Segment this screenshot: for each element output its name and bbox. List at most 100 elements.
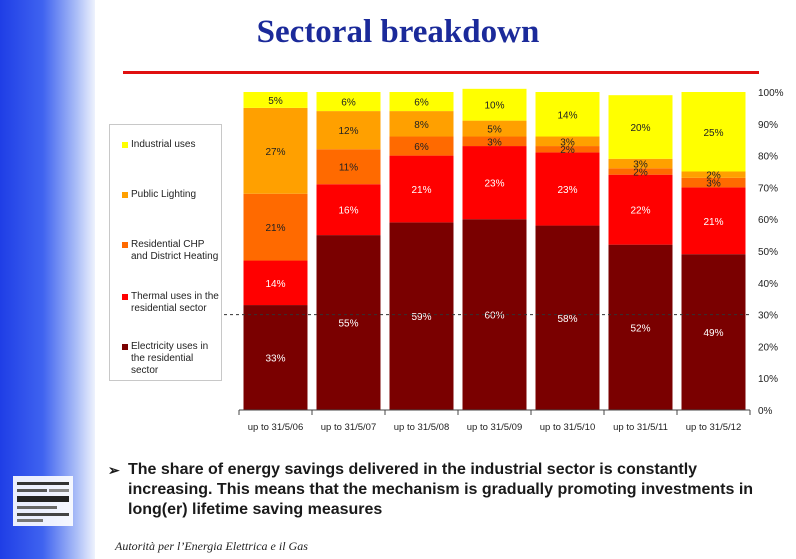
data-label: 2% xyxy=(633,168,648,179)
bar-segment xyxy=(243,92,308,108)
y-tick-label: 60% xyxy=(758,215,778,226)
slide-title: Sectoral breakdown xyxy=(256,14,540,50)
x-tick-label: up to 31/5/11 xyxy=(613,422,668,433)
data-label: 5% xyxy=(268,96,283,107)
bar-segment xyxy=(608,158,673,169)
data-label: 21% xyxy=(265,223,285,234)
bar-segment xyxy=(389,92,454,112)
bar-segment xyxy=(389,155,454,223)
data-label: 6% xyxy=(341,98,356,109)
bar-segment xyxy=(462,146,527,220)
y-tick-label: 50% xyxy=(758,247,778,258)
legend-swatch xyxy=(122,242,128,248)
data-label: 58% xyxy=(557,314,577,325)
y-tick-label: 70% xyxy=(758,183,778,194)
data-label: 12% xyxy=(338,126,358,137)
bar-segment xyxy=(535,225,600,410)
bar-segment xyxy=(243,260,308,306)
data-label: 27% xyxy=(265,147,285,158)
bar-segment xyxy=(535,92,600,137)
data-label: 21% xyxy=(703,217,723,228)
bullet-point: ➢ The share of energy savings delivered … xyxy=(108,460,758,520)
legend-label: Industrial uses xyxy=(131,139,196,150)
legend-swatch xyxy=(122,344,128,350)
data-label: 14% xyxy=(557,110,577,121)
x-tick-label: up to 31/5/09 xyxy=(467,422,522,433)
data-label: 3% xyxy=(633,160,648,171)
footer-authority-name: Autorità per l’Energia Elettrica e il Ga… xyxy=(115,539,308,553)
data-label: 2% xyxy=(560,145,575,156)
bullet-arrow-icon: ➢ xyxy=(108,462,120,478)
data-label: 11% xyxy=(339,163,358,174)
x-tick-label: up to 31/5/07 xyxy=(321,422,376,433)
x-tick-label: up to 31/5/12 xyxy=(686,422,741,433)
bar-segment xyxy=(681,92,746,172)
legend-swatch xyxy=(122,294,128,300)
bar-segment xyxy=(535,152,600,226)
y-tick-label: 90% xyxy=(758,120,778,131)
data-label: 3% xyxy=(487,137,502,148)
bar-segment xyxy=(681,187,746,255)
x-tick-label: up to 31/5/08 xyxy=(394,422,449,433)
bar-segment xyxy=(681,254,746,410)
legend-label: Electricity uses in the residential sect… xyxy=(131,341,209,376)
data-label: 14% xyxy=(265,279,285,290)
x-tick-label: up to 31/5/06 xyxy=(248,422,303,433)
data-label: 33% xyxy=(265,354,285,365)
data-label: 23% xyxy=(557,185,577,196)
bar-segment xyxy=(243,107,308,194)
bullet-text: The share of energy savings delivered in… xyxy=(128,461,754,518)
data-label: 8% xyxy=(414,120,429,131)
data-label: 16% xyxy=(338,206,358,217)
legend-swatch xyxy=(122,192,128,198)
data-label: 6% xyxy=(414,98,429,109)
left-blue-band xyxy=(0,0,95,559)
data-label: 25% xyxy=(703,128,723,139)
legend-label: Public Lighting xyxy=(131,189,197,200)
data-label: 52% xyxy=(630,323,650,334)
bar-segment xyxy=(535,146,600,153)
data-label: 49% xyxy=(703,328,723,339)
y-tick-label: 20% xyxy=(758,342,778,353)
legend-swatch xyxy=(122,142,128,148)
bar-segment xyxy=(462,88,527,121)
bar-segment xyxy=(681,177,746,188)
data-label: 23% xyxy=(484,179,504,190)
bar-segment xyxy=(462,120,527,137)
data-label: 10% xyxy=(484,101,504,112)
data-label: 59% xyxy=(411,312,431,323)
bar-segment xyxy=(316,149,381,185)
x-tick-label: up to 31/5/10 xyxy=(540,422,595,433)
legend-label: Thermal uses in the residential sector xyxy=(131,291,219,314)
legend-label: Residential CHP and District Heating xyxy=(131,239,219,262)
y-tick-label: 100% xyxy=(758,88,784,99)
data-label: 6% xyxy=(414,142,429,153)
title-underline xyxy=(123,71,759,74)
bar-segment xyxy=(243,305,308,410)
y-tick-label: 80% xyxy=(758,152,778,163)
bar-segment xyxy=(243,193,308,261)
data-label: 22% xyxy=(630,206,650,217)
data-label: 3% xyxy=(560,137,575,148)
bar-segment xyxy=(316,111,381,150)
data-label: 60% xyxy=(484,311,504,322)
authority-logo-icon xyxy=(13,476,73,526)
y-tick-label: 10% xyxy=(758,374,778,385)
bar-segment xyxy=(316,92,381,112)
bar-segment xyxy=(608,174,673,245)
bar-segment xyxy=(389,136,454,156)
bar-segment xyxy=(462,136,527,147)
y-tick-label: 40% xyxy=(758,279,778,290)
bar-segment xyxy=(608,95,673,159)
bar-segment xyxy=(608,244,673,410)
data-label: 3% xyxy=(706,179,721,190)
data-label: 55% xyxy=(338,319,358,330)
chart-legend: Industrial uses Public Lighting Residentia… xyxy=(109,124,222,381)
data-label: 2% xyxy=(706,171,721,182)
bar-segment xyxy=(608,168,673,175)
y-tick-label: 30% xyxy=(758,311,778,322)
bar-segment xyxy=(316,184,381,236)
bar-segment xyxy=(681,171,746,178)
bar-segment xyxy=(389,222,454,410)
y-tick-label: 0% xyxy=(758,406,773,417)
